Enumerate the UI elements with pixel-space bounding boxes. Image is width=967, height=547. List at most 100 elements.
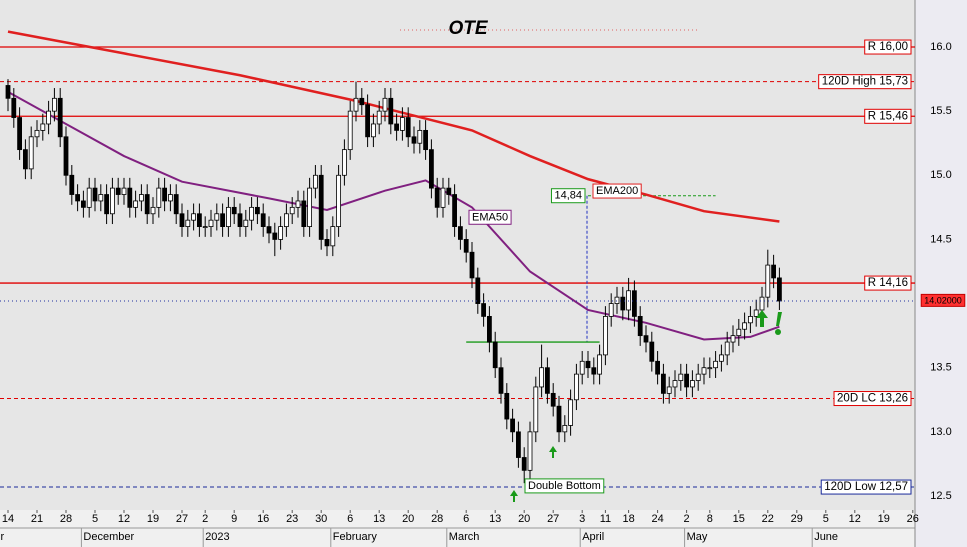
candle-body xyxy=(568,399,573,426)
candle-body xyxy=(121,187,127,195)
candle-body xyxy=(498,367,504,394)
candle-body xyxy=(63,136,69,176)
candle-body xyxy=(150,206,156,215)
candle-body xyxy=(678,373,684,381)
candle-body xyxy=(399,117,405,131)
level-label: 20D LC 13,26 xyxy=(837,393,908,405)
candle-body xyxy=(504,392,510,420)
candle-body xyxy=(626,290,631,311)
candle-body xyxy=(237,213,243,227)
x-tick-label: 26 xyxy=(907,513,919,525)
month-label: r xyxy=(0,531,4,543)
candle-body xyxy=(162,187,168,202)
candle-body xyxy=(446,187,452,195)
candle-body xyxy=(417,129,423,144)
candle-body xyxy=(765,264,771,298)
x-tick-label: 20 xyxy=(518,513,530,525)
candle-body xyxy=(243,219,249,228)
candle-body xyxy=(324,239,330,247)
candle-body xyxy=(695,373,701,381)
candle-body xyxy=(231,206,237,215)
candle-body xyxy=(301,200,307,227)
candle-body xyxy=(40,123,46,131)
candle-body xyxy=(556,405,562,433)
candle-body xyxy=(713,360,718,369)
x-tick-label: 22 xyxy=(762,513,774,525)
candle-body xyxy=(52,97,57,112)
candle-body xyxy=(666,386,672,394)
x-tick-label: 15 xyxy=(733,513,745,525)
candle-body xyxy=(730,335,736,343)
candle-body xyxy=(115,187,121,195)
candle-body xyxy=(748,315,753,324)
candle-body xyxy=(104,194,109,215)
candle-body xyxy=(434,187,440,208)
candle-body xyxy=(22,149,28,170)
y-tick-label: 15.0 xyxy=(930,169,951,181)
x-tick-label: 16 xyxy=(257,513,269,525)
chart-title: OTE xyxy=(448,18,488,39)
x-tick-label: 5 xyxy=(823,513,829,525)
x-tick-label: 29 xyxy=(791,513,803,525)
candle-body xyxy=(266,226,272,234)
level-label: 120D High 15,73 xyxy=(822,76,908,88)
label-box xyxy=(820,479,912,495)
candle-body xyxy=(707,367,713,370)
plot-background xyxy=(0,0,915,510)
arrow xyxy=(756,310,768,327)
candle-body xyxy=(295,200,301,208)
x-tick-label: 27 xyxy=(176,513,188,525)
candle-body xyxy=(452,194,458,227)
candle-body xyxy=(649,341,655,362)
candle-body xyxy=(620,296,626,311)
candle-body xyxy=(771,264,776,279)
candle-body xyxy=(191,213,197,221)
candle-body xyxy=(597,354,602,375)
candle-body xyxy=(481,303,487,317)
candle-body xyxy=(81,200,86,208)
candle-body xyxy=(655,360,660,375)
candle-body xyxy=(110,187,115,215)
candle-body xyxy=(527,431,533,471)
x-tick-label: 8 xyxy=(707,513,713,525)
candle-body xyxy=(388,97,394,125)
x-tick-label: 13 xyxy=(373,513,385,525)
candle-body xyxy=(208,219,214,228)
candle-body xyxy=(603,315,608,356)
x-tick-label: 24 xyxy=(651,513,663,525)
candle-body xyxy=(539,367,544,388)
month-label: March xyxy=(449,531,480,543)
candle-body xyxy=(330,226,336,247)
level-label: R 16,00 xyxy=(868,41,908,53)
candle-body xyxy=(550,392,556,407)
x-tick-label: 28 xyxy=(431,513,443,525)
candle-body xyxy=(637,315,643,337)
y-tick-label: 14.5 xyxy=(930,233,951,245)
candle-body xyxy=(376,110,382,125)
candle-body xyxy=(608,303,614,317)
candle-body xyxy=(724,341,730,356)
level-label: R 14,16 xyxy=(868,277,908,289)
candle-body xyxy=(173,194,179,215)
arrow xyxy=(549,446,557,458)
label-box xyxy=(468,209,512,225)
candle-body xyxy=(92,187,98,202)
ema-label: EMA200 xyxy=(596,185,638,197)
x-tick-label: 28 xyxy=(60,513,72,525)
candle-body xyxy=(144,194,150,215)
candle-body xyxy=(463,239,469,253)
y-axis-background xyxy=(915,0,967,547)
candle-body xyxy=(5,85,11,99)
label-box xyxy=(864,39,912,55)
candle-body xyxy=(411,136,417,144)
candle-body xyxy=(353,97,359,112)
x-tick-label: 2 xyxy=(202,513,208,525)
candle-body xyxy=(278,226,284,240)
x-tick-label: 12 xyxy=(118,513,130,525)
candle-body xyxy=(690,380,695,388)
candle-body xyxy=(272,232,278,240)
candle-body xyxy=(75,194,80,202)
arrow xyxy=(510,490,518,502)
candle-body xyxy=(254,206,260,215)
y-tick-label: 16.0 xyxy=(930,41,951,53)
